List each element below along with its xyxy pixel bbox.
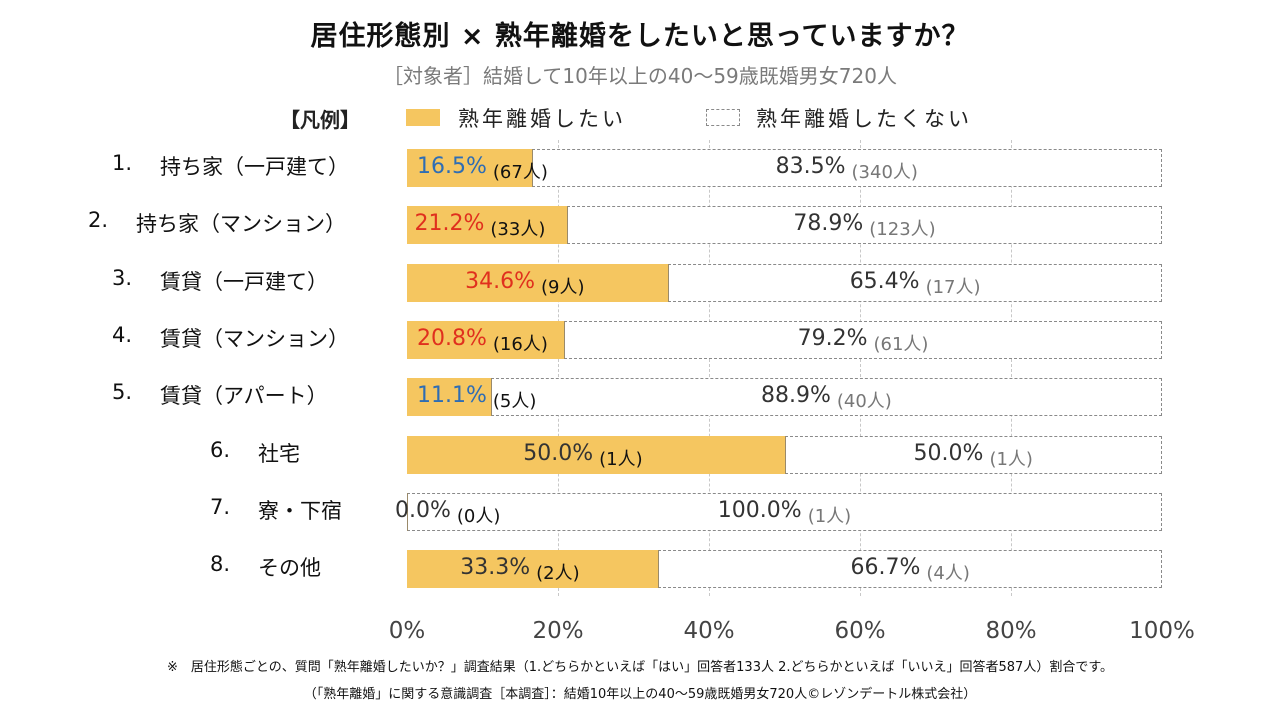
- row-label: 賃貸（アパート）: [160, 384, 328, 409]
- row-number: 3.: [112, 265, 133, 290]
- bar-divider: [564, 320, 566, 359]
- legend-label: 【凡例】: [280, 108, 360, 132]
- bar-divider: [567, 206, 569, 245]
- row-number: 4.: [112, 322, 133, 347]
- value-yes: 11.1%: [417, 383, 487, 409]
- row-number: 8.: [210, 552, 231, 577]
- count-yes: (33人): [490, 219, 546, 241]
- bar-yes: [407, 149, 532, 187]
- x-tick-label: 100%: [1129, 618, 1195, 644]
- bar-divider: [531, 149, 533, 187]
- x-tick-label: 40%: [683, 618, 735, 644]
- footnote-line2: （「熟年離婚」に関する意識調査［本調査］：結婚10年以上の40～59歳既婚男女7…: [303, 687, 977, 702]
- bar-no: [567, 206, 1162, 245]
- row-number: 7.: [210, 494, 231, 519]
- footnote-line1: ※ 居住形態ごとの、質問「熟年離婚したいか？」調査結果（1.どちらかといえば「は…: [166, 660, 1114, 675]
- bar-no: [531, 149, 1162, 187]
- count-yes: (1人): [599, 448, 643, 470]
- row-number: 6.: [210, 437, 231, 462]
- bar-divider: [490, 378, 492, 417]
- row-label: 持ち家（マンション）: [136, 212, 346, 237]
- bar-yes: [407, 320, 565, 359]
- bar-yes: [407, 378, 491, 417]
- value-no: 100.0%: [717, 497, 802, 523]
- count-yes: (2人): [536, 563, 580, 585]
- bar-no: [490, 378, 1162, 417]
- legend-swatch-yes: [406, 109, 440, 126]
- x-tick-label: 20%: [532, 618, 584, 644]
- x-tick-label: 0%: [388, 618, 426, 644]
- row-label: 賃貸（マンション）: [160, 326, 349, 351]
- value-no: 79.2%: [797, 325, 868, 351]
- count-yes: (0人): [456, 505, 501, 527]
- value-yes: 21.2%: [414, 211, 485, 237]
- count-yes: (16人): [492, 333, 548, 355]
- bar-no: [668, 263, 1162, 302]
- gridline: [709, 140, 710, 596]
- bar-no: [407, 492, 1162, 531]
- gridline: [558, 140, 559, 596]
- bar-divider: [658, 550, 660, 589]
- value-yes: 34.6%: [465, 268, 535, 294]
- count-no: (61人): [873, 333, 929, 355]
- row-label: 賃貸（一戸建て）: [160, 269, 328, 294]
- bar-divider: [784, 435, 786, 474]
- count-no: (340人): [851, 162, 918, 183]
- legend: 【凡例】 熟年離婚したい 熟年離婚したくない: [0, 100, 1280, 134]
- bar-yes: [407, 263, 669, 302]
- value-no: 50.0%: [913, 440, 984, 466]
- x-tick-label: 80%: [985, 618, 1037, 644]
- legend-text-yes: 熟年離婚したい: [458, 107, 626, 131]
- count-no: (1人): [989, 448, 1033, 470]
- count-no: (4人): [926, 563, 970, 585]
- bar-no: [658, 550, 1162, 589]
- value-yes: 50.0%: [523, 440, 594, 466]
- x-tick-label: 60%: [834, 618, 886, 644]
- legend-swatch-no: [706, 109, 740, 126]
- value-no: 78.9%: [793, 211, 864, 237]
- value-no: 65.4%: [849, 268, 920, 294]
- value-yes: 33.3%: [460, 555, 531, 581]
- row-label: 社宅: [258, 441, 300, 466]
- value-yes: 16.5%: [417, 154, 487, 179]
- row-label: 寮・下宿: [258, 498, 342, 523]
- legend-text-no: 熟年離婚したくない: [756, 107, 972, 131]
- count-no: (123人): [869, 219, 936, 241]
- chart-title: 居住形態別 × 熟年離婚をしたいと思っていますか？: [310, 21, 970, 52]
- value-yes: 0.0%: [395, 497, 451, 523]
- gridline: [1011, 140, 1012, 596]
- count-no: (40人): [836, 391, 892, 413]
- bar-divider: [668, 263, 670, 302]
- value-no: 88.9%: [760, 383, 831, 409]
- chart-subtitle: ［対象者］結婚して10年以上の40～59歳既婚男女720人: [383, 64, 897, 88]
- bar-yes: [407, 550, 659, 589]
- bar-no: [564, 320, 1162, 359]
- count-no: (17人): [925, 276, 981, 298]
- value-yes: 20.8%: [417, 325, 487, 351]
- bar-yes: [407, 435, 785, 474]
- gridline: [860, 140, 861, 596]
- row-number: 5.: [112, 380, 133, 405]
- count-yes: (9人): [541, 276, 585, 298]
- count-yes: (67人): [492, 162, 548, 183]
- row-number: 1.: [112, 151, 133, 175]
- count-no: (1人): [807, 505, 852, 527]
- row-label: その他: [258, 556, 321, 581]
- row-label: 持ち家（一戸建て）: [160, 155, 349, 179]
- bar-divider: [407, 492, 408, 531]
- value-no: 66.7%: [850, 555, 921, 581]
- count-yes: (5人): [492, 391, 537, 413]
- row-number: 2.: [88, 208, 109, 233]
- bar-no: [784, 435, 1162, 474]
- value-no: 83.5%: [775, 154, 846, 179]
- bar-yes: [407, 206, 568, 245]
